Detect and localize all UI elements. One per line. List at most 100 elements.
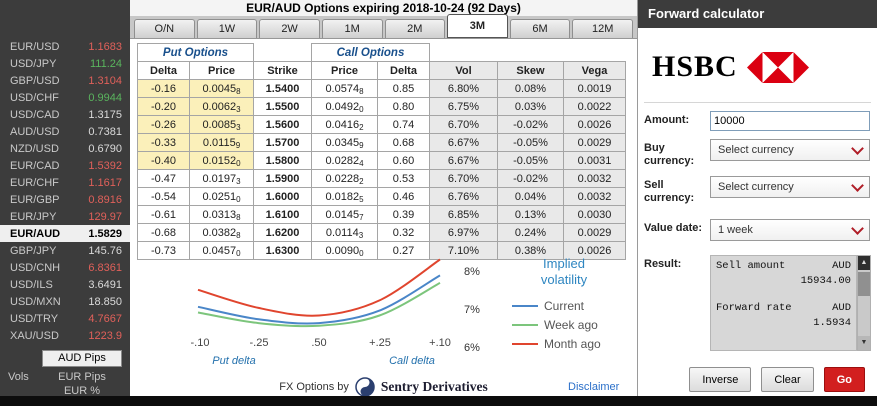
col-header-vega: Vega: [563, 61, 626, 80]
go-button[interactable]: Go: [823, 367, 865, 392]
skew-cell: -0.02%: [497, 169, 564, 188]
chart-legend: Implied volatility Current Week ago Mont…: [498, 256, 630, 353]
skew-cell: -0.05%: [497, 151, 564, 170]
legend-item-month-ago: Month ago: [512, 334, 630, 353]
pair-label: EUR/AUD: [10, 227, 61, 240]
pair-value: 111.24: [89, 57, 122, 70]
pair-label: USD/TRY: [10, 312, 59, 325]
x-axis-tick: +.25: [369, 337, 391, 349]
put-price-cell: 0.01520: [189, 151, 254, 170]
pair-value: 18.850: [88, 295, 122, 308]
pair-eur-usd[interactable]: EUR/USD 1.1683: [0, 38, 130, 55]
result-label: Result:: [644, 258, 682, 270]
y-axis-tick: 8%: [464, 266, 480, 278]
pair-gbp-usd[interactable]: GBP/USD 1.3104: [0, 72, 130, 89]
vega-cell: 0.0030: [563, 205, 626, 224]
scrollbar-thumb[interactable]: [858, 272, 870, 296]
pair-aud-usd[interactable]: AUD/USD 0.7381: [0, 123, 130, 140]
legend-item-current: Current: [512, 296, 630, 315]
result-scrollbar[interactable]: ▲ ▼: [857, 255, 871, 351]
pair-usd-chf[interactable]: USD/CHF 0.9944: [0, 89, 130, 106]
pair-label: GBP/USD: [10, 74, 60, 87]
clear-button[interactable]: Clear: [761, 367, 814, 392]
pair-usd-jpy[interactable]: USD/JPY 111.24: [0, 55, 130, 72]
pair-value: 3.6491: [88, 278, 122, 291]
pair-value: 1.1617: [88, 176, 122, 189]
option-row: -0.40 0.01520 1.5800 0.02824 0.60 6.67% …: [137, 151, 626, 170]
tenor-tab-6m[interactable]: 6M: [509, 19, 571, 38]
tenor-tab-2m[interactable]: 2M: [384, 19, 446, 38]
amount-input[interactable]: [710, 111, 870, 131]
value-date-label: Value date:: [644, 222, 703, 234]
pair-eur-jpy[interactable]: EUR/JPY 129.97: [0, 208, 130, 225]
vol-cell: 6.70%: [429, 169, 498, 188]
pair-usd-cad[interactable]: USD/CAD 1.3175: [0, 106, 130, 123]
strike-cell: 1.5800: [253, 151, 312, 170]
pair-eur-aud[interactable]: EUR/AUD 1.5829: [0, 225, 130, 242]
pair-value: 145.76: [88, 244, 122, 257]
tenor-tab-3m[interactable]: 3M: [447, 14, 508, 38]
call-delta-axis-label: Call delta: [389, 355, 435, 367]
pair-label: USD/CNH: [10, 261, 61, 274]
pair-eur-cad[interactable]: EUR/CAD 1.5392: [0, 157, 130, 174]
call-delta-cell: 0.46: [377, 187, 430, 206]
col-header-vol: Vol: [429, 61, 498, 80]
call-delta-cell: 0.53: [377, 169, 430, 188]
pair-eur-gbp[interactable]: EUR/GBP 0.8916: [0, 191, 130, 208]
mode-eur-pct[interactable]: EUR %: [63, 385, 101, 397]
option-row: -0.73 0.04570 1.6300 0.00900 0.27 7.10% …: [137, 241, 626, 260]
strike-cell: 1.6300: [253, 241, 312, 260]
tenor-tab-12m[interactable]: 12M: [572, 19, 633, 38]
pair-usd-mxn[interactable]: USD/MXN 18.850: [0, 293, 130, 310]
pair-value: 0.7381: [88, 125, 122, 138]
skew-cell: 0.38%: [497, 241, 564, 260]
value-date-select[interactable]: 1 week: [710, 219, 870, 241]
quote-mode-switcher: AUD Pips Vols EUR Pips EUR %: [0, 350, 130, 397]
scroll-down-arrow-icon[interactable]: ▼: [858, 336, 870, 350]
vega-cell: 0.0019: [563, 79, 626, 98]
strike-cell: 1.5400: [253, 79, 312, 98]
mode-aud-pips[interactable]: AUD Pips: [42, 350, 122, 367]
vol-cell: 6.76%: [429, 187, 498, 206]
pair-label: EUR/CAD: [10, 159, 60, 172]
call-price-cell: 0.04162: [311, 115, 378, 134]
disclaimer-link[interactable]: Disclaimer: [568, 381, 620, 393]
pair-usd-try[interactable]: USD/TRY 4.7667: [0, 310, 130, 327]
pair-value: 1.1683: [88, 40, 122, 53]
vol-cell: 6.67%: [429, 133, 498, 152]
vol-cell: 7.10%: [429, 241, 498, 260]
forward-calculator-panel: Forward calculator HSBC Amount: Buy curr…: [637, 0, 877, 396]
inverse-button[interactable]: Inverse: [689, 367, 752, 392]
pair-nzd-usd[interactable]: NZD/USD 0.6790: [0, 140, 130, 157]
put-delta-cell: -0.54: [137, 187, 190, 206]
option-row: -0.16 0.00458 1.5400 0.05748 0.85 6.80% …: [137, 79, 626, 98]
skew-cell: 0.08%: [497, 79, 564, 98]
put-price-cell: 0.00623: [189, 97, 254, 116]
vega-cell: 0.0032: [563, 187, 626, 206]
sentry-derivatives-brand: Sentry Derivatives: [380, 379, 488, 394]
forward-calculator-title: Forward calculator: [638, 0, 877, 28]
pair-xau-usd[interactable]: XAU/USD 1223.9: [0, 327, 130, 344]
pair-eur-chf[interactable]: EUR/CHF 1.1617: [0, 174, 130, 191]
buy-currency-select[interactable]: Select currency: [710, 139, 870, 161]
pair-value: 0.8916: [88, 193, 122, 206]
tenor-tab-1w[interactable]: 1W: [196, 19, 258, 38]
pair-usd-cnh[interactable]: USD/CNH 6.8361: [0, 259, 130, 276]
legend-title: Implied volatility: [540, 256, 588, 287]
vega-cell: 0.0026: [563, 115, 626, 134]
vol-cell: 6.85%: [429, 205, 498, 224]
vega-cell: 0.0026: [563, 241, 626, 260]
pair-usd-ils[interactable]: USD/ILS 3.6491: [0, 276, 130, 293]
pair-gbp-jpy[interactable]: GBP/JPY 145.76: [0, 242, 130, 259]
sell-amount-currency: AUD: [832, 260, 851, 272]
put-delta-cell: -0.73: [137, 241, 190, 260]
pair-value: 0.9944: [88, 91, 122, 104]
pair-label: XAU/USD: [10, 329, 59, 342]
sell-currency-select[interactable]: Select currency: [710, 176, 870, 198]
tenor-tab-on[interactable]: O/N: [134, 19, 195, 38]
tenor-tab-2w[interactable]: 2W: [259, 19, 320, 38]
scroll-up-arrow-icon[interactable]: ▲: [858, 256, 870, 270]
tenor-tab-1m[interactable]: 1M: [321, 19, 383, 38]
mode-eur-pips[interactable]: EUR Pips: [58, 370, 106, 383]
put-delta-cell: -0.33: [137, 133, 190, 152]
